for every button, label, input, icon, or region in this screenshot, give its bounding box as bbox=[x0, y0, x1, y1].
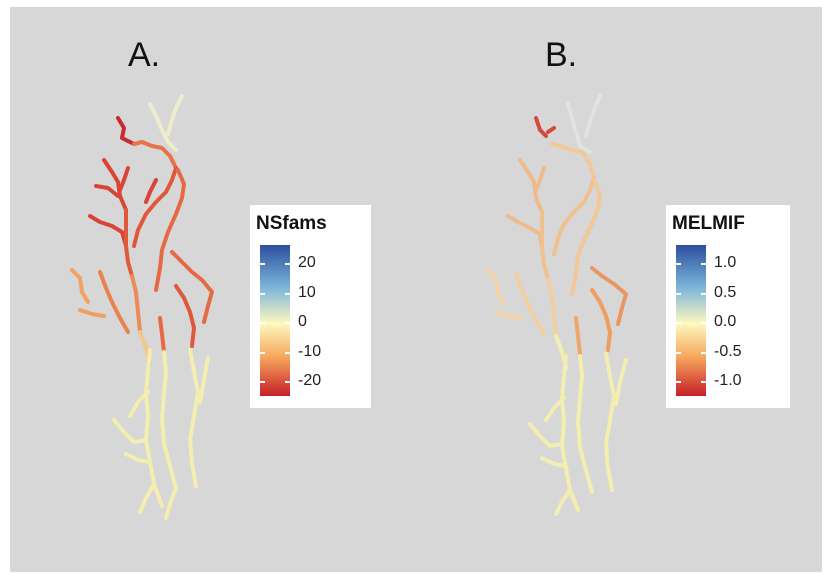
river-segment bbox=[118, 166, 130, 192]
river-segment bbox=[540, 456, 568, 468]
river-segment bbox=[164, 486, 178, 520]
river-segment bbox=[604, 352, 616, 492]
river-segment bbox=[138, 482, 156, 514]
river-segment bbox=[534, 166, 546, 192]
river-segment bbox=[486, 268, 506, 306]
river-segment bbox=[570, 178, 602, 296]
river-segment bbox=[528, 422, 564, 448]
river-segment bbox=[174, 284, 196, 348]
river-segment bbox=[188, 348, 200, 488]
legend-tick-label: 10 bbox=[298, 284, 316, 301]
river-segment bbox=[514, 272, 546, 336]
river-segment bbox=[546, 126, 556, 134]
river-segment bbox=[112, 418, 148, 444]
river-segment bbox=[124, 452, 152, 464]
river-segment bbox=[98, 270, 130, 334]
river-segment bbox=[130, 274, 142, 334]
legend-title-a: NSfams bbox=[256, 213, 327, 234]
river-segment bbox=[132, 166, 178, 248]
river-segment bbox=[128, 390, 150, 418]
river-segment bbox=[144, 178, 158, 204]
legend-tick-label: -1.0 bbox=[714, 372, 742, 389]
panel-label-a: A. bbox=[128, 36, 161, 74]
river-segment bbox=[160, 350, 178, 490]
river-segment bbox=[94, 184, 120, 198]
river-segment bbox=[554, 488, 572, 516]
river-segment bbox=[590, 288, 612, 352]
river-segment bbox=[124, 208, 134, 278]
legend-tick-label: 0.0 bbox=[714, 313, 737, 330]
river-segment bbox=[158, 316, 166, 354]
river-segment bbox=[584, 94, 602, 138]
river-segment bbox=[614, 358, 628, 406]
river-segment bbox=[546, 278, 558, 338]
river-segment bbox=[566, 102, 592, 154]
river-segment bbox=[590, 266, 628, 326]
river-segment bbox=[78, 308, 106, 318]
river-segment bbox=[88, 214, 128, 248]
river-segment bbox=[534, 116, 548, 138]
river-segment bbox=[552, 176, 596, 256]
legend-tick-label: 0 bbox=[298, 313, 307, 330]
legend-a: NSfams 20 10 0 -10 -20 bbox=[250, 205, 371, 408]
color-scale-bar-a bbox=[260, 245, 290, 396]
river-segment bbox=[144, 348, 164, 508]
river-segment bbox=[116, 116, 136, 146]
river-segment bbox=[494, 310, 522, 320]
legend-tick-label: 20 bbox=[298, 254, 316, 271]
legend-tick-label: -0.5 bbox=[714, 343, 742, 360]
legend-b: MELMIF 1.0 0.5 0.0 -0.5 -1.0 bbox=[666, 205, 790, 408]
river-segment bbox=[550, 142, 596, 180]
legend-tick-label: 0.5 bbox=[714, 284, 737, 301]
river-segment bbox=[544, 396, 566, 422]
legend-tick-label: 1.0 bbox=[714, 254, 737, 271]
river-segment bbox=[70, 268, 90, 304]
legend-tick-label: -20 bbox=[298, 372, 322, 389]
river-segment bbox=[574, 316, 582, 356]
legend-title-b: MELMIF bbox=[672, 213, 745, 234]
panel-label-b: B. bbox=[545, 36, 578, 74]
river-segment bbox=[102, 158, 128, 212]
river-segment bbox=[154, 168, 186, 292]
river-segment bbox=[576, 354, 594, 494]
color-scale-bar-b bbox=[676, 245, 706, 396]
legend-tick-label: -10 bbox=[298, 343, 322, 360]
river-segment bbox=[560, 354, 580, 512]
river-segment bbox=[540, 210, 550, 282]
river-segment bbox=[170, 250, 214, 324]
river-segment bbox=[518, 158, 544, 214]
river-segment bbox=[166, 94, 184, 136]
river-segment bbox=[506, 214, 544, 250]
river-segment bbox=[198, 356, 210, 404]
river-segment bbox=[148, 102, 178, 152]
river-segment bbox=[132, 140, 178, 170]
